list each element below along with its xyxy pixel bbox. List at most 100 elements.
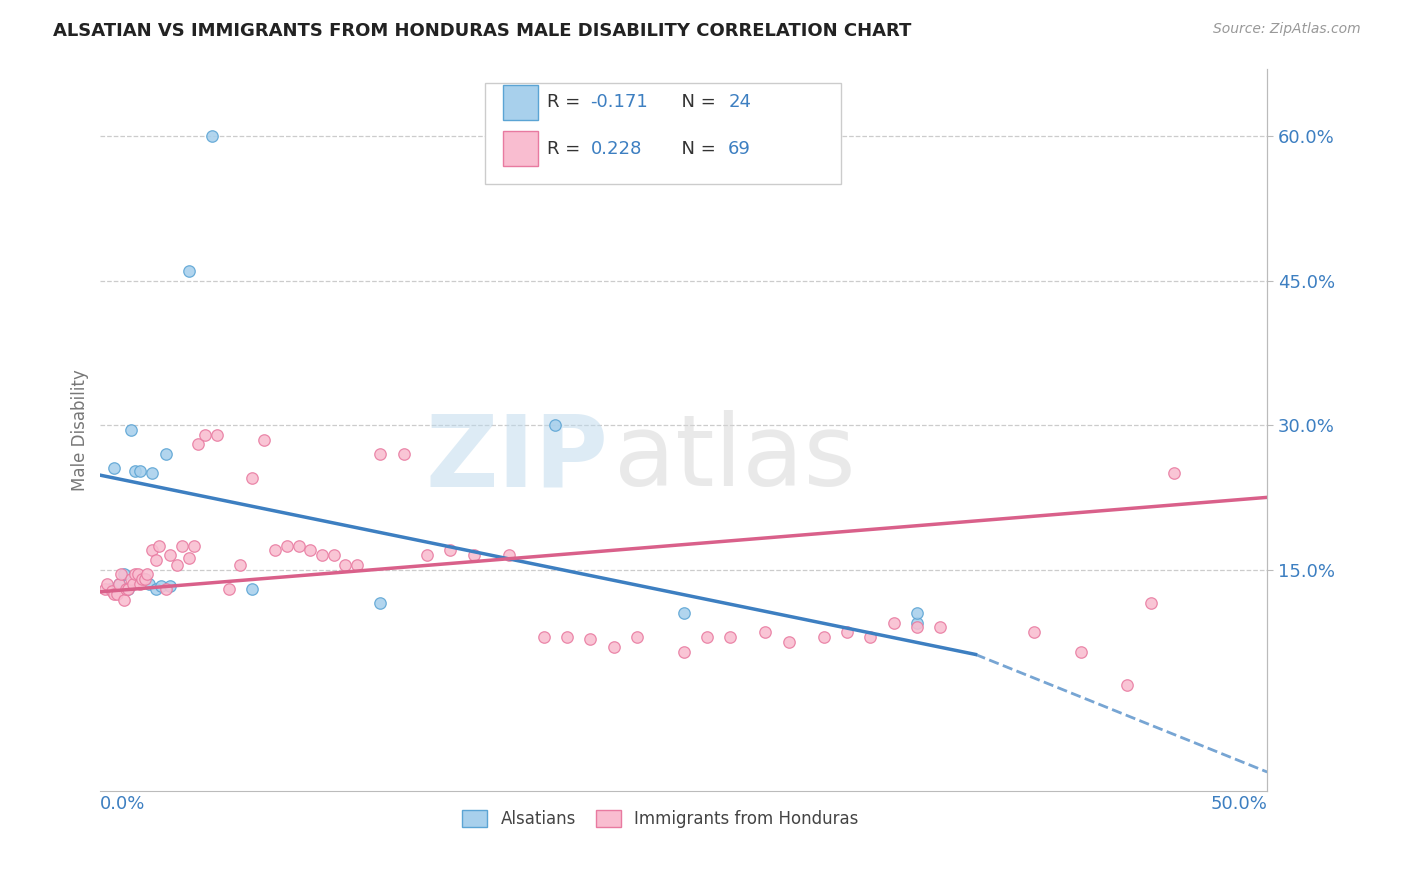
Point (105, 587, 128, 601)
Point (416, 548, 439, 562)
Point (127, 567, 149, 582)
Point (98, 582, 121, 596)
Point (170, 539, 193, 553)
Point (159, 548, 181, 562)
Point (883, 615, 905, 630)
Point (110, 567, 132, 582)
Text: Source: ZipAtlas.com: Source: ZipAtlas.com (1213, 22, 1361, 37)
Point (276, 539, 298, 553)
Point (117, 582, 139, 596)
Point (96, 577, 118, 591)
Point (134, 572, 156, 586)
Point (837, 625, 859, 640)
Text: -0.171: -0.171 (591, 94, 648, 112)
Point (311, 548, 333, 562)
Point (101, 583, 124, 598)
Y-axis label: Male Disability: Male Disability (72, 369, 89, 491)
Point (240, 471, 263, 485)
Legend: Alsatians, Immigrants from Honduras: Alsatians, Immigrants from Honduras (456, 804, 865, 835)
Point (150, 579, 173, 593)
Point (1163, 467, 1185, 481)
Point (579, 632, 602, 646)
Point (778, 635, 800, 649)
Point (138, 577, 160, 591)
Point (1139, 596, 1161, 610)
Text: N =: N = (669, 140, 721, 158)
Point (287, 539, 309, 553)
Point (94, 582, 117, 596)
Point (159, 579, 181, 593)
Point (463, 548, 485, 562)
Point (117, 582, 139, 596)
Point (392, 447, 415, 461)
Point (155, 447, 177, 461)
Point (696, 630, 718, 644)
Point (498, 548, 520, 562)
Point (115, 582, 138, 596)
Text: ALSATIAN VS IMMIGRANTS FROM HONDURAS MALE DISABILITY CORRELATION CHART: ALSATIAN VS IMMIGRANTS FROM HONDURAS MAL… (53, 22, 912, 40)
Point (544, 418, 567, 433)
Text: 50.0%: 50.0% (1211, 795, 1267, 814)
Point (905, 606, 928, 620)
Point (112, 593, 135, 607)
Point (346, 558, 368, 572)
Point (229, 558, 252, 572)
Point (145, 582, 167, 596)
Point (112, 567, 135, 582)
Point (183, 539, 205, 553)
Text: 24: 24 (728, 94, 751, 112)
Point (253, 433, 276, 447)
Point (148, 539, 170, 553)
Point (124, 567, 146, 582)
Point (905, 620, 928, 634)
Point (129, 464, 152, 478)
Point (533, 630, 555, 644)
Point (754, 625, 776, 640)
Text: 0.228: 0.228 (591, 140, 641, 158)
Point (177, 551, 200, 566)
Point (603, 640, 626, 654)
Point (177, 264, 200, 278)
Point (555, 630, 578, 644)
Point (264, 543, 287, 558)
Point (205, 427, 228, 442)
Point (166, 558, 188, 572)
Point (322, 548, 344, 562)
Text: 0.0%: 0.0% (100, 795, 146, 814)
Point (120, 572, 142, 586)
Point (439, 543, 461, 558)
Point (187, 437, 209, 451)
Point (145, 553, 167, 567)
Point (1070, 644, 1092, 658)
Text: atlas: atlas (614, 410, 855, 508)
Point (859, 630, 882, 644)
Point (370, 447, 392, 461)
Point (136, 567, 159, 582)
Point (103, 587, 125, 601)
Point (720, 630, 742, 644)
Point (929, 620, 952, 634)
Text: ZIP: ZIP (425, 410, 607, 508)
Text: 69: 69 (728, 140, 751, 158)
Point (129, 577, 152, 591)
Point (124, 464, 146, 478)
Point (108, 577, 131, 591)
Point (141, 543, 163, 558)
Point (672, 606, 695, 620)
Point (134, 572, 156, 586)
Point (131, 572, 153, 586)
Point (626, 630, 648, 644)
Text: N =: N = (669, 94, 721, 112)
Point (120, 423, 142, 437)
Point (370, 596, 392, 610)
Point (155, 582, 177, 596)
Point (905, 615, 928, 630)
Point (1022, 625, 1045, 640)
Point (218, 582, 240, 596)
Point (194, 427, 217, 442)
Point (335, 558, 357, 572)
Point (201, 128, 224, 143)
Bar (503, 131, 538, 166)
Point (122, 577, 145, 591)
Bar (503, 85, 538, 120)
